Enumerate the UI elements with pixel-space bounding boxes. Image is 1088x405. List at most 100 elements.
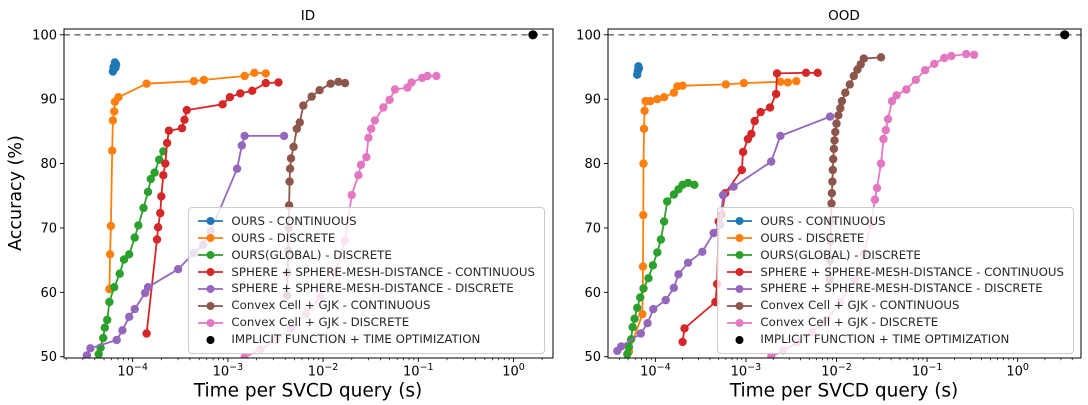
data-point: [105, 250, 115, 259]
legend-entry-ours-continuous: OURS - CONTINUOUS: [726, 213, 1064, 230]
legend-entry-ours-discrete: OURS - DISCRETE: [197, 230, 535, 247]
x-tick-label: 10−3: [213, 362, 244, 380]
x-axis-label-id: Time per SVCD query (s): [193, 380, 423, 402]
series-ours-global-discrete: [623, 178, 699, 358]
legend-label: Convex Cell + GJK - DISCRETE: [760, 315, 939, 330]
x-tick-label: 100: [1006, 362, 1029, 380]
data-point: [623, 349, 632, 358]
data-point: [134, 221, 143, 230]
data-point: [390, 85, 400, 94]
y-tick-label: 100: [32, 28, 57, 43]
data-point: [709, 228, 718, 238]
series-sphere-sphere-mesh-distance-continuous: [142, 78, 283, 338]
data-point: [162, 138, 172, 148]
data-point: [82, 351, 91, 358]
legend-line-marker-icon: [727, 284, 753, 293]
data-point: [354, 171, 363, 180]
data-point: [813, 68, 822, 78]
data-point: [146, 174, 155, 184]
data-point: [648, 261, 658, 270]
data-point: [639, 124, 649, 133]
data-point: [678, 337, 687, 347]
data-point: [659, 217, 669, 226]
data-point: [110, 283, 119, 292]
data-point: [385, 95, 394, 105]
legend-line-marker-icon: [727, 217, 753, 226]
data-point: [767, 157, 776, 166]
data-point: [827, 199, 836, 208]
data-point: [630, 314, 639, 323]
data-point: [340, 78, 350, 88]
data-point: [326, 79, 335, 88]
plot-data-area: [82, 30, 538, 358]
data-point: [829, 154, 838, 164]
data-point: [772, 69, 782, 78]
y-tick-label: 60: [584, 286, 601, 301]
data-point: [881, 125, 890, 135]
data-point: [870, 195, 880, 204]
data-point: [528, 30, 538, 40]
data-point: [110, 107, 119, 116]
x-tick-label: 10−2: [308, 362, 339, 380]
legend-label: SPHERE + SPHERE-MESH-DISTANCE - DISCRETE: [231, 281, 514, 296]
plot-title-ood: OOD: [828, 8, 860, 24]
data-point: [423, 71, 432, 81]
data-point: [237, 141, 246, 150]
data-point: [180, 115, 189, 125]
legend-label: OURS - CONTINUOUS: [231, 213, 357, 228]
data-point: [334, 77, 343, 87]
legend-entry-ours-continuous: OURS - CONTINUOUS: [197, 213, 535, 230]
data-point: [143, 283, 153, 292]
data-point: [315, 86, 324, 95]
data-point: [108, 116, 118, 125]
data-point: [286, 154, 296, 163]
data-point: [683, 258, 693, 267]
legend-line-marker-icon: [727, 301, 753, 310]
x-tick-label: 10−1: [403, 362, 434, 380]
y-tick-label: 80: [584, 157, 601, 172]
data-point: [347, 190, 356, 200]
data-point: [646, 96, 655, 106]
data-point: [930, 59, 939, 68]
legend-label: Convex Cell + GJK - CONTINUOUS: [231, 298, 431, 313]
data-point: [828, 177, 837, 186]
data-point: [876, 53, 886, 62]
data-point: [173, 265, 183, 274]
data-point: [683, 178, 693, 188]
legend-line-marker-icon: [727, 251, 753, 260]
y-tick-label: 90: [584, 93, 601, 108]
data-point: [834, 111, 843, 120]
data-point: [161, 159, 170, 168]
data-point: [639, 210, 648, 220]
data-point: [153, 223, 163, 232]
data-point: [729, 182, 738, 191]
data-point: [830, 136, 839, 145]
legend-entry-ours-global-discrete: OURS(GLOBAL) - DISCRETE: [726, 247, 1064, 264]
legend-ood: OURS - CONTINUOUS OURS - DISCRETE OURS(GLO…: [717, 206, 1074, 354]
data-point: [649, 304, 658, 314]
series-implicit-function-time-optimization: [528, 30, 538, 40]
legend-line-marker-icon: [727, 267, 753, 276]
data-point: [636, 293, 645, 302]
data-point: [653, 95, 662, 104]
data-point: [737, 165, 746, 175]
data-point: [640, 106, 649, 116]
legend-entry-implicit-function-time-optimization: IMPLICIT FUNCTION + TIME OPTIMIZATION: [197, 331, 535, 348]
data-point: [240, 71, 249, 81]
data-point: [940, 53, 949, 63]
series-ours-continuous: [633, 62, 644, 79]
data-point: [638, 310, 647, 319]
data-point: [718, 190, 728, 200]
data-point: [887, 96, 897, 106]
data-point: [130, 304, 139, 314]
data-point: [663, 197, 672, 206]
data-point: [638, 262, 648, 271]
legend-entry-sphere-sphere-mesh-distance-continuous: SPHERE + SPHERE-MESH-DISTANCE - CONTINUO…: [197, 264, 535, 281]
data-point: [845, 80, 854, 89]
data-point: [678, 81, 687, 90]
legend-line-marker-icon: [727, 318, 753, 327]
data-point: [285, 177, 294, 186]
data-point: [639, 159, 648, 168]
data-point: [831, 127, 840, 137]
data-point: [776, 77, 785, 87]
